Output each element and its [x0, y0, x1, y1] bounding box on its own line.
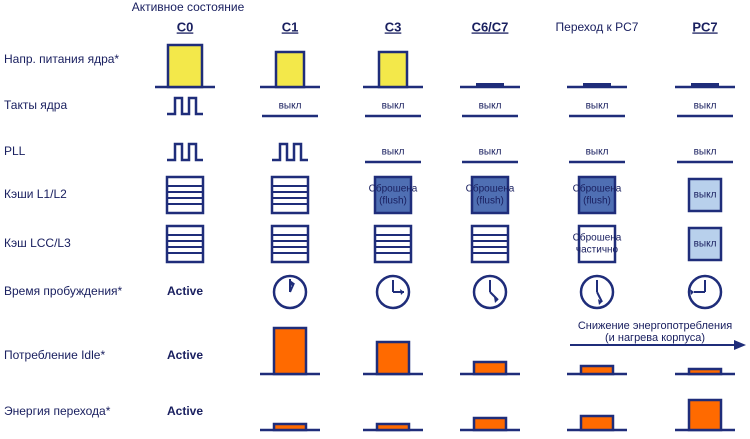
- column-header: PC7: [692, 19, 717, 34]
- cache-box: [165, 175, 205, 215]
- cell-text: частично: [576, 245, 619, 256]
- cache-box: [577, 224, 617, 264]
- power-bar: [687, 398, 723, 432]
- power-bar: [375, 340, 411, 376]
- column-header: C1: [282, 19, 299, 34]
- clock-wave: [167, 96, 203, 116]
- trend-arrowhead: [734, 340, 746, 350]
- cell-text: (flush): [583, 196, 611, 207]
- voltage-low: [583, 83, 611, 87]
- cache-box: [165, 224, 205, 264]
- clock-hand: [596, 291, 603, 303]
- cache-box: [373, 224, 413, 264]
- column-header: C6/C7: [472, 19, 509, 34]
- cell-text: (flush): [379, 196, 407, 207]
- cache-box: [470, 224, 510, 264]
- row-label: Напр. питания ядра*: [4, 52, 119, 66]
- column-header: C3: [385, 19, 402, 34]
- power-bar: [687, 367, 723, 376]
- row-label: Кэши L1/L2: [4, 187, 67, 201]
- clock-arrow: [494, 297, 498, 303]
- cache-box: [470, 175, 510, 215]
- cache-box: [687, 177, 723, 213]
- cell-text: выкл: [382, 147, 405, 158]
- power-bar: [472, 416, 508, 432]
- voltage-box: [377, 50, 409, 89]
- clock-arrow: [290, 280, 294, 286]
- cell-text: выкл: [279, 101, 302, 112]
- cell-text: Active: [167, 284, 203, 298]
- row-label: Кэш LCC/L3: [4, 236, 71, 250]
- power-bar: [579, 414, 615, 432]
- cell-text: выкл: [694, 190, 717, 201]
- cell-text: выкл: [382, 101, 405, 112]
- power-bar: [375, 422, 411, 432]
- cell-text: выкл: [586, 101, 609, 112]
- column-header: C0: [177, 19, 194, 34]
- row-label: Время пробуждения*: [4, 284, 123, 298]
- clock-hand: [489, 291, 499, 301]
- clock-wave: [167, 142, 203, 162]
- header-title: Активное состояние: [132, 0, 245, 14]
- clock-wave: [272, 142, 308, 162]
- row-label: PLL: [4, 144, 26, 158]
- trend-text: (и нагрева корпуса): [605, 332, 705, 344]
- power-bar: [472, 360, 508, 376]
- cell-text: (flush): [476, 196, 504, 207]
- cell-text: выкл: [586, 147, 609, 158]
- row-label: Энергия перехода*: [4, 404, 111, 418]
- row-label: Такты ядра: [4, 98, 67, 112]
- cell-text: Сброшена: [573, 232, 622, 244]
- cell-text: выкл: [479, 147, 502, 158]
- cell-text: Сброшена: [466, 183, 515, 195]
- column-header: Переход к PC7: [556, 20, 639, 34]
- cell-text: Сброшена: [369, 183, 418, 195]
- power-bar: [272, 326, 308, 376]
- cache-box: [270, 175, 310, 215]
- clock-arrow: [598, 299, 602, 305]
- voltage-box: [166, 43, 204, 89]
- cell-text: выкл: [694, 147, 717, 158]
- cell-text: Сброшена: [573, 183, 622, 195]
- cell-text: Active: [167, 348, 203, 362]
- voltage-box: [274, 50, 306, 89]
- row-label: Потребление Idle*: [4, 348, 105, 362]
- cache-box: [687, 226, 723, 262]
- cache-box: [577, 175, 617, 215]
- cache-box: [270, 224, 310, 264]
- power-bar: [272, 422, 308, 432]
- voltage-low: [476, 83, 504, 87]
- trend-text: Снижение энергопотребления: [578, 320, 732, 332]
- cache-box: [373, 175, 413, 215]
- cell-text: выкл: [694, 101, 717, 112]
- cell-text: выкл: [479, 101, 502, 112]
- voltage-low: [691, 83, 719, 87]
- cell-text: Active: [167, 404, 203, 418]
- clock-arrow: [400, 289, 404, 295]
- clock-hand: [289, 282, 295, 293]
- cell-text: выкл: [694, 239, 717, 250]
- clock-arrow: [690, 289, 694, 295]
- power-bar: [579, 364, 615, 376]
